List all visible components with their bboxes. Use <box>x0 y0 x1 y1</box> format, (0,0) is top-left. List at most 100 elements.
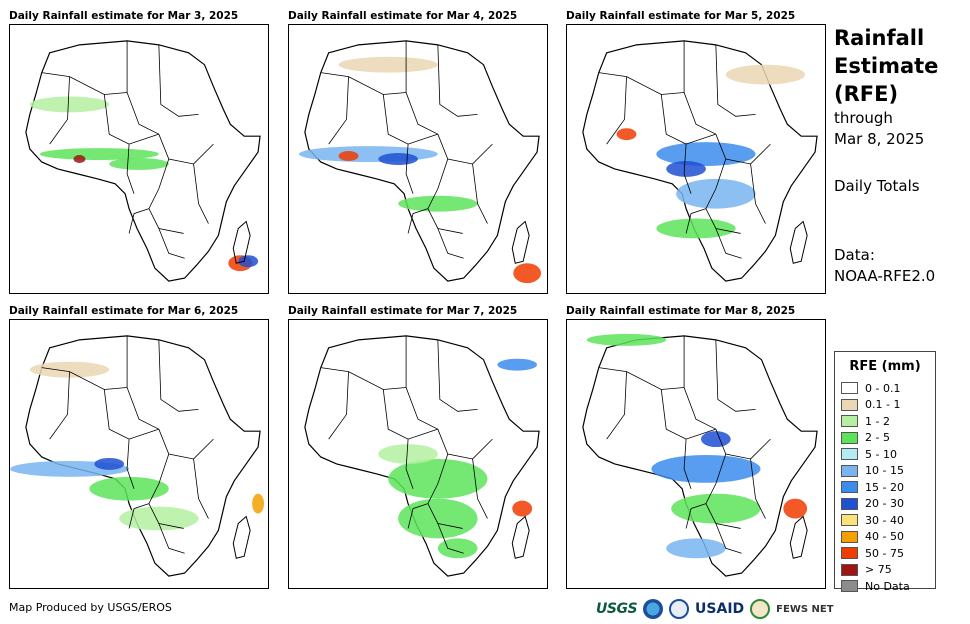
country-border <box>103 94 159 145</box>
rainfall-area <box>666 538 726 559</box>
country-border <box>193 163 209 224</box>
rainfall-area <box>94 457 125 470</box>
legend-label: 0 - 0.1 <box>865 381 901 395</box>
rainfall-map-mar6 <box>9 319 269 589</box>
legend-item: 0 - 0.1 <box>841 380 935 397</box>
legend-label: 10 - 15 <box>865 464 904 478</box>
data-label: Data: <box>834 246 875 264</box>
madagascar-outline <box>232 515 251 559</box>
country-border <box>715 429 771 460</box>
legend-label: 2 - 5 <box>865 431 890 445</box>
country-border <box>683 439 692 489</box>
legend-label: 5 - 10 <box>865 447 897 461</box>
rainfall-area <box>388 458 488 499</box>
fews-net-globe-icon <box>750 599 771 619</box>
legend-item: 10 - 15 <box>841 463 935 480</box>
country-border <box>750 163 766 224</box>
rainfall-area <box>651 454 761 483</box>
africa-outline <box>304 40 540 282</box>
country-border <box>49 371 70 440</box>
country-border <box>705 158 741 234</box>
legend-swatch <box>841 481 858 494</box>
legend-item: 40 - 50 <box>841 529 935 546</box>
daily-totals-label: Daily Totals <box>834 177 920 195</box>
map-title-mar3: Daily Rainfall estimate for Mar 3, 2025 <box>9 10 239 22</box>
country-border <box>103 389 159 440</box>
rainfall-area <box>378 153 418 165</box>
rainfall-area <box>437 538 478 559</box>
map-title-mar8: Daily Rainfall estimate for Mar 8, 2025 <box>566 305 796 317</box>
country-border <box>405 40 439 135</box>
legend-label: No Data <box>865 579 910 593</box>
legend-swatch <box>841 547 858 560</box>
country-border <box>683 335 717 430</box>
rainfall-area <box>378 444 438 464</box>
africa-outline <box>25 335 261 577</box>
legend-item: No Data <box>841 578 935 595</box>
rainfall-area <box>252 493 265 514</box>
legend-swatch <box>841 530 858 543</box>
through-label: through <box>834 109 893 127</box>
side-title-line: Estimate <box>834 54 939 78</box>
country-border <box>405 439 414 489</box>
country-border <box>437 339 478 412</box>
rainfall-map-mar5 <box>566 24 826 294</box>
usaid-logo: USAID <box>695 601 745 617</box>
rainfall-area <box>73 155 86 163</box>
map-title-mar7: Daily Rainfall estimate for Mar 7, 2025 <box>288 305 518 317</box>
legend-item: > 75 <box>841 562 935 579</box>
madagascar-outline <box>789 220 808 264</box>
rainfall-area <box>666 160 706 177</box>
legend-label: 50 - 75 <box>865 546 904 560</box>
legend-item: 1 - 2 <box>841 413 935 430</box>
country-border <box>606 371 627 440</box>
rainfall-area <box>512 500 533 517</box>
legend-swatch <box>841 563 858 576</box>
legend-item: 30 - 40 <box>841 512 935 529</box>
legend-swatch <box>841 464 858 477</box>
legend-label: 40 - 50 <box>865 530 904 544</box>
map-title-mar5: Daily Rainfall estimate for Mar 5, 2025 <box>566 10 796 22</box>
country-border <box>750 458 766 519</box>
map-credit: Map Produced by USGS/EROS <box>9 601 172 614</box>
country-border <box>598 72 685 95</box>
country-border <box>405 144 414 194</box>
country-border <box>472 163 488 224</box>
country-border <box>705 453 741 529</box>
country-border <box>437 44 478 117</box>
rainfall-area <box>656 218 736 239</box>
rainfall-area <box>725 64 806 85</box>
legend-label: 0.1 - 1 <box>865 398 901 412</box>
country-border <box>328 76 349 145</box>
country-border <box>158 523 185 554</box>
rainfall-area <box>39 148 159 160</box>
country-border <box>158 228 185 259</box>
country-border <box>598 367 685 390</box>
legend-item: 5 - 10 <box>841 446 935 463</box>
country-border <box>382 389 438 440</box>
rainfall-area <box>616 128 637 141</box>
usgs-logo: USGS <box>596 601 638 617</box>
madagascar-outline <box>511 220 530 264</box>
rainfall-area <box>89 476 169 501</box>
rainfall-area <box>700 431 731 448</box>
rainfall-area <box>29 361 110 378</box>
legend-item: 2 - 5 <box>841 430 935 447</box>
rainfall-area <box>29 96 110 113</box>
country-border <box>41 72 128 95</box>
legend-label: 20 - 30 <box>865 497 904 511</box>
legend-swatch <box>841 497 858 510</box>
legend-item: 50 - 75 <box>841 545 935 562</box>
legend-label: > 75 <box>865 563 892 577</box>
country-border <box>715 134 771 165</box>
rainfall-area <box>671 493 761 524</box>
rainfall-area <box>398 498 478 539</box>
country-border <box>685 208 707 234</box>
madagascar-outline <box>789 515 808 559</box>
africa-map-svg <box>10 335 265 577</box>
africa-map-svg <box>582 40 818 282</box>
partner-logos: USGS USAID FEWS NET <box>596 597 834 621</box>
country-border <box>158 339 199 412</box>
country-border <box>407 503 429 529</box>
rainfall-map-mar7 <box>288 319 548 589</box>
